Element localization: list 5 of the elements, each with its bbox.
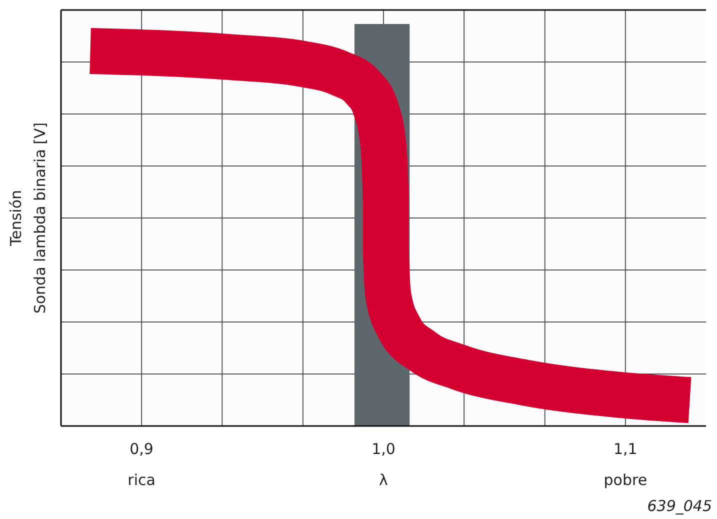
text: 639_045 (647, 497, 712, 515)
x-tick-label: 1,1 pobre (604, 440, 648, 489)
x-tick-label: 1,0 λ (372, 440, 396, 489)
x-tick-label: 0,9 rica (128, 440, 156, 489)
y-axis-title: Tensión Sonda lambda binaria [V] (7, 122, 49, 314)
